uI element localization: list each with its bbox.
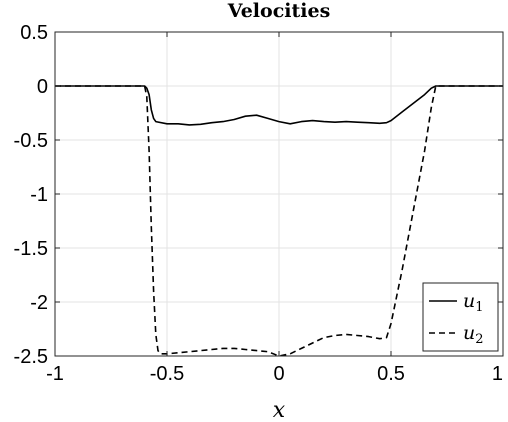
y-tick-label: 0.5 — [20, 22, 48, 44]
legend-box — [422, 282, 499, 352]
y-tick-label: -1 — [30, 184, 48, 206]
x-axis-label: x — [273, 398, 286, 422]
series-line-u1 — [55, 85, 503, 126]
y-tick-label: 0 — [37, 76, 48, 98]
series-line-u2 — [55, 85, 503, 357]
y-tick-label: -1.5 — [14, 238, 48, 260]
y-tick-label: -0.5 — [14, 130, 48, 152]
x-tick-label: 1 — [492, 363, 503, 385]
chart-title: Velocities — [227, 0, 331, 22]
tick-layer: -1 -0.5 0 0.5 1 0.5 0 -0.5 -1 -1.5 -2 -2.5 — [14, 22, 504, 385]
x-tick-label: 0 — [273, 363, 284, 385]
y-tick-label: -2.5 — [14, 346, 48, 368]
legend-subscript: 2 — [475, 332, 483, 347]
legend-subscript: 1 — [475, 300, 483, 315]
x-tick-label: -1 — [46, 363, 64, 385]
x-tick-label: 0.5 — [377, 363, 405, 385]
x-tick-label: -0.5 — [150, 363, 184, 385]
y-tick-label: -2 — [30, 292, 48, 314]
series-layer — [55, 85, 503, 357]
